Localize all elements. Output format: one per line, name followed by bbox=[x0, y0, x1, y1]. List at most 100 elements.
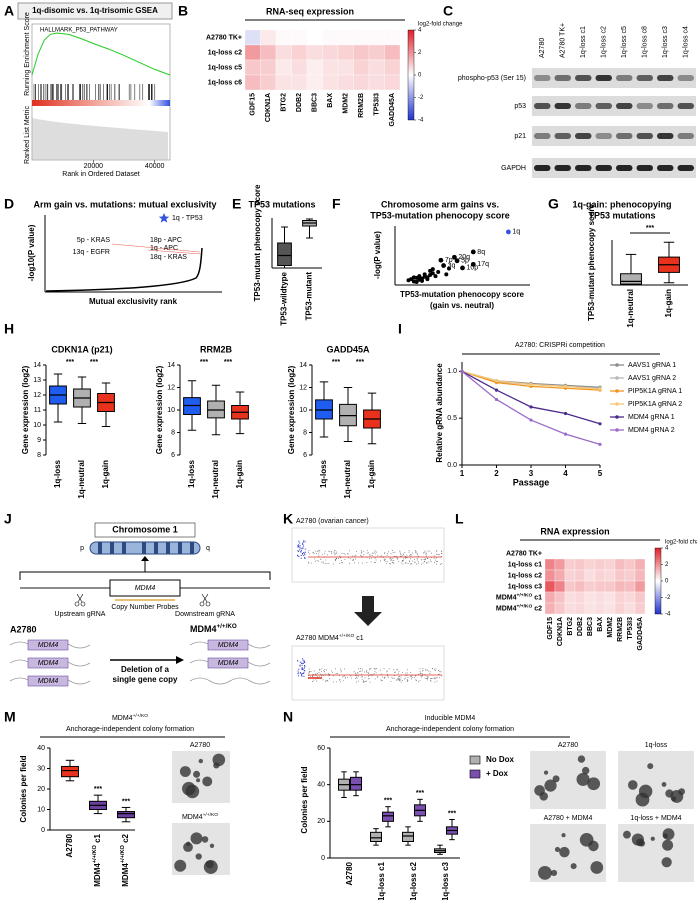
cn-dot bbox=[415, 675, 416, 677]
cn-dot bbox=[425, 668, 427, 670]
point bbox=[563, 432, 568, 436]
x-tick-label: 3 bbox=[529, 469, 534, 478]
product-label: MDM4+/+/KO bbox=[190, 623, 237, 634]
cn-dot bbox=[298, 668, 300, 670]
cn-dot bbox=[319, 669, 321, 671]
series-line bbox=[461, 370, 601, 425]
heat-cell bbox=[614, 558, 626, 571]
image-label: A2780 bbox=[558, 742, 578, 749]
cn-plot bbox=[291, 527, 445, 583]
colony bbox=[538, 866, 552, 880]
heat-cell bbox=[634, 591, 646, 604]
cn-dot bbox=[402, 560, 404, 562]
cn-dot bbox=[372, 552, 374, 554]
column-label: TP53I3 bbox=[627, 617, 634, 640]
highlight-point bbox=[506, 229, 511, 235]
cn-dot bbox=[439, 670, 441, 672]
title: Anchorage-independent colony formation bbox=[386, 726, 514, 733]
y-tick-label: 30 bbox=[37, 765, 45, 772]
title: RNA-seq expression bbox=[266, 6, 354, 16]
process-label: Deletion of a bbox=[121, 665, 170, 674]
x-tick-label: 2 bbox=[494, 469, 499, 478]
cn-dot bbox=[297, 550, 299, 552]
cn-dot bbox=[394, 556, 396, 557]
heat-cell bbox=[564, 591, 576, 604]
cn-dot bbox=[369, 681, 371, 683]
point bbox=[411, 275, 416, 280]
cn-dot bbox=[420, 675, 422, 677]
panel-letter: H bbox=[4, 321, 14, 337]
significance: *** bbox=[384, 798, 392, 805]
heat-cell bbox=[634, 569, 646, 582]
cn-dot bbox=[392, 561, 393, 563]
cn-dot bbox=[419, 680, 421, 682]
heat-cell bbox=[564, 580, 576, 593]
heat-cell bbox=[306, 44, 323, 61]
cn-dot bbox=[367, 552, 369, 554]
cn-dot bbox=[390, 563, 391, 565]
heat-cell bbox=[275, 74, 292, 91]
cn-dot bbox=[389, 558, 391, 559]
cn-dot bbox=[304, 557, 306, 559]
y-label: -log10(P value) bbox=[27, 224, 36, 281]
heat-cell bbox=[337, 59, 354, 76]
downstream-label: Downstream gRNA bbox=[175, 611, 235, 618]
panel-letter: F bbox=[332, 196, 341, 212]
cn-dot bbox=[339, 668, 341, 670]
y-tick-label: 8 bbox=[37, 452, 41, 459]
cn-dot bbox=[301, 547, 303, 549]
cn-dot bbox=[425, 559, 426, 560]
cn-dot bbox=[303, 552, 305, 554]
cn-dot bbox=[436, 563, 438, 565]
point bbox=[494, 397, 499, 402]
scissors bbox=[205, 601, 211, 607]
cn-dot bbox=[317, 676, 319, 678]
cn-dot bbox=[391, 677, 393, 678]
cn-dot bbox=[297, 670, 299, 672]
gene-copy-label: MDM4 bbox=[38, 678, 59, 685]
cn-dot bbox=[360, 670, 362, 672]
cn-dot bbox=[405, 562, 406, 564]
cn-dot bbox=[435, 561, 437, 562]
band bbox=[534, 165, 551, 171]
row-label-base: MDM4 bbox=[496, 594, 517, 601]
point-label: 10p bbox=[467, 265, 479, 272]
chromosome-label: Chromosome 1 bbox=[112, 524, 178, 534]
cn-dot bbox=[381, 680, 383, 682]
blot-label: GAPDH bbox=[501, 165, 526, 172]
cn-dot bbox=[437, 554, 439, 555]
column-label: BBC3 bbox=[312, 93, 319, 112]
cn-dot bbox=[398, 672, 399, 674]
cn-dot bbox=[400, 553, 401, 555]
cn-dot bbox=[346, 553, 348, 555]
cn-dot bbox=[427, 670, 429, 672]
cn-dot bbox=[339, 679, 341, 681]
x-label: (gain vs. neutral) bbox=[430, 301, 494, 310]
cn-dot bbox=[316, 551, 318, 552]
cn-dot bbox=[406, 675, 408, 676]
cn-dot bbox=[301, 667, 303, 669]
cn-dot bbox=[363, 551, 365, 553]
cn-dot bbox=[353, 562, 355, 564]
cn-dot bbox=[351, 677, 352, 679]
cn-dot bbox=[400, 676, 402, 678]
heat-cell bbox=[614, 602, 626, 615]
column-label: GADD45A bbox=[389, 93, 396, 126]
annotation: 5p - KRAS bbox=[77, 237, 110, 244]
cn-dot bbox=[361, 673, 362, 675]
y-tick-label: 20 bbox=[317, 818, 325, 825]
heat-cell bbox=[614, 580, 626, 593]
cn-dot bbox=[419, 670, 421, 672]
cn-dot bbox=[302, 542, 304, 544]
heat-cell bbox=[544, 558, 556, 571]
cn-dot bbox=[308, 561, 310, 563]
cn-dot bbox=[298, 675, 300, 677]
cn-dot bbox=[434, 681, 436, 683]
point bbox=[417, 274, 422, 279]
band bbox=[677, 75, 694, 81]
cn-dot bbox=[423, 559, 425, 560]
cn-dot bbox=[414, 559, 415, 561]
gene-label: MDM4 bbox=[135, 585, 156, 592]
heat-cell bbox=[544, 591, 556, 604]
blot bbox=[532, 96, 696, 116]
